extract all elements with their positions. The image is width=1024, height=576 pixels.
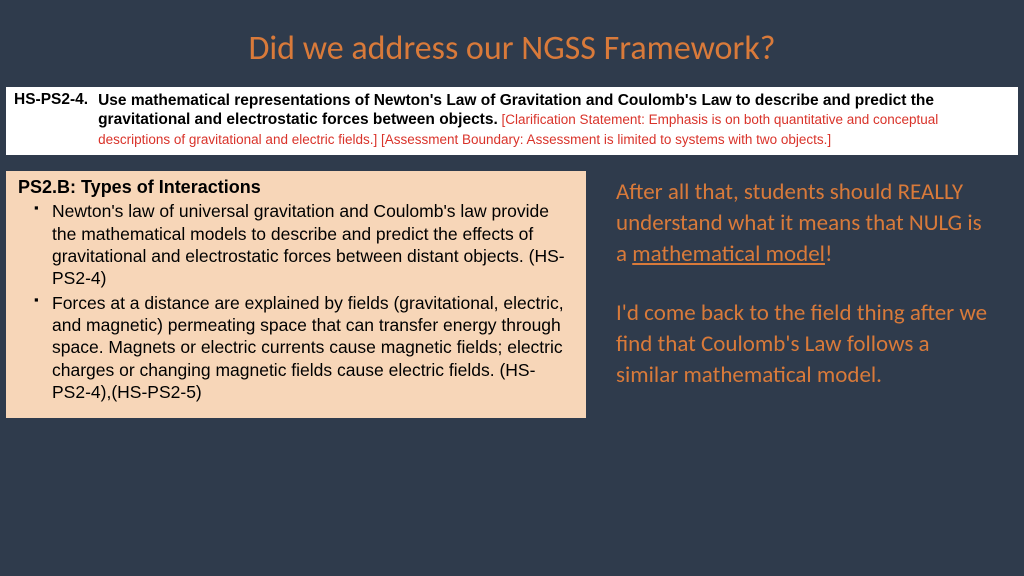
ps2-list: Newton's law of universal gravitation an… [18,200,574,404]
standard-code: HS-PS2-4. [14,91,98,149]
list-item: Newton's law of universal gravitation an… [36,200,574,290]
commentary-para-1: After all that, students should REALLY u… [616,177,996,270]
slide-title: Did we address our NGSS Framework? [0,0,1024,87]
ps2-heading: PS2.B: Types of Interactions [18,177,574,198]
standard-box: HS-PS2-4. Use mathematical representatio… [6,87,1018,155]
list-item: Forces at a distance are explained by fi… [36,292,574,404]
ps2-box: PS2.B: Types of Interactions Newton's la… [6,171,586,418]
standard-text: Use mathematical representations of Newt… [98,91,1010,149]
commentary-block: After all that, students should REALLY u… [616,171,996,418]
commentary-underline: mathematical model [632,240,825,268]
commentary-text: ! [825,240,833,268]
commentary-para-2: I'd come back to the field thing after w… [616,298,996,391]
